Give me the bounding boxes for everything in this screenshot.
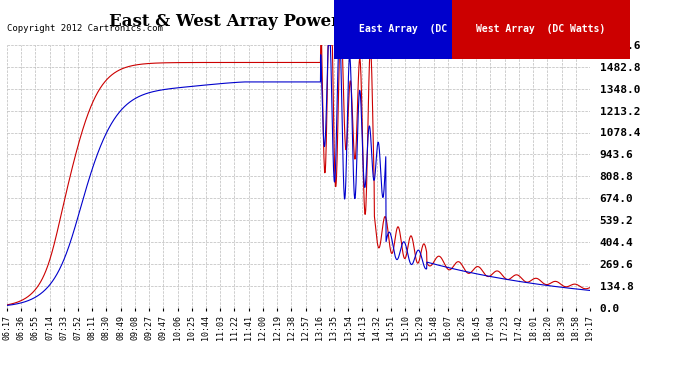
Text: Copyright 2012 Cartronics.com: Copyright 2012 Cartronics.com bbox=[7, 24, 163, 33]
Text: East & West Array Power Sat Sep 1 13:00: East & West Array Power Sat Sep 1 13:00 bbox=[109, 13, 491, 30]
Text: West Array  (DC Watts): West Array (DC Watts) bbox=[476, 24, 605, 34]
Text: East Array  (DC Watts): East Array (DC Watts) bbox=[359, 24, 488, 34]
